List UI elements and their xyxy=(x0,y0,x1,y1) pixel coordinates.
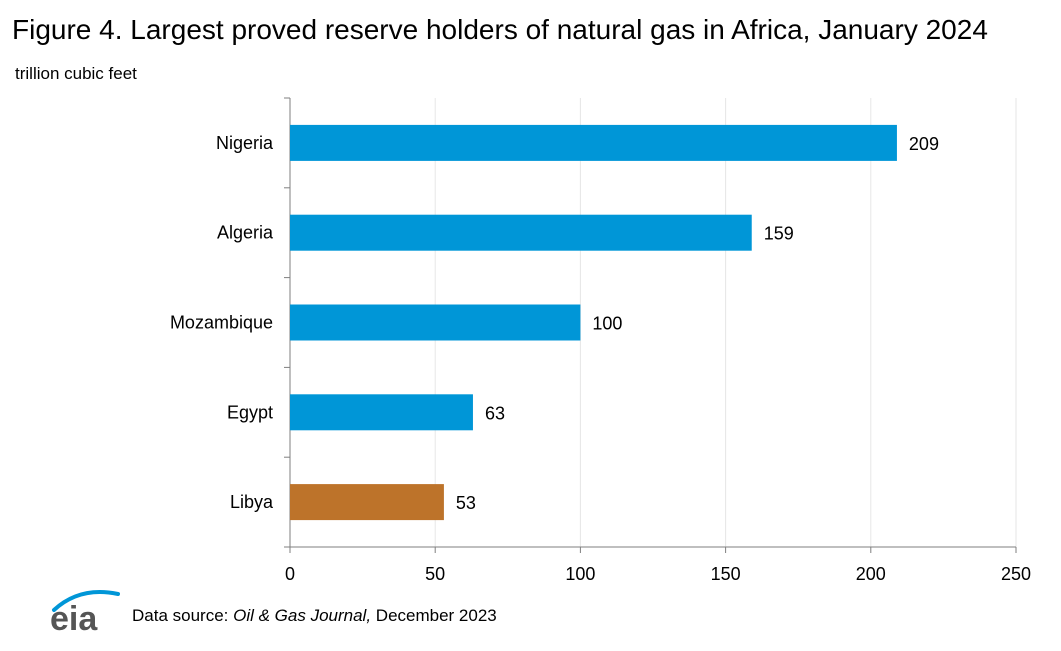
data-label: 63 xyxy=(485,403,505,423)
bar xyxy=(290,214,752,251)
logo-swoosh xyxy=(52,590,120,612)
category-label: Algeria xyxy=(217,223,274,243)
eia-logo: eia xyxy=(50,590,120,632)
data-source: Data source: Oil & Gas Journal, December… xyxy=(132,606,497,626)
units-label: trillion cubic feet xyxy=(15,64,137,83)
source-suffix: December 2023 xyxy=(371,606,497,625)
bar xyxy=(290,484,444,521)
x-tick-label: 50 xyxy=(425,564,445,584)
bar xyxy=(290,304,581,341)
x-tick-label: 200 xyxy=(856,564,886,584)
data-label: 209 xyxy=(909,134,939,154)
footer: eia Data source: Oil & Gas Journal, Dece… xyxy=(48,582,497,632)
logo-text: eia xyxy=(50,600,98,632)
data-label: 53 xyxy=(456,493,476,513)
category-label: Nigeria xyxy=(216,133,274,153)
source-publication: Oil & Gas Journal, xyxy=(233,606,372,625)
x-tick-label: 100 xyxy=(565,564,595,584)
chart-title: Figure 4. Largest proved reserve holders… xyxy=(12,14,988,45)
data-label: 159 xyxy=(764,224,794,244)
category-label: Libya xyxy=(230,492,274,512)
x-tick-label: 0 xyxy=(285,564,295,584)
bar xyxy=(290,394,473,431)
x-tick-label: 150 xyxy=(711,564,741,584)
bar xyxy=(290,124,897,161)
category-label: Egypt xyxy=(227,402,273,422)
data-label: 100 xyxy=(592,314,622,334)
category-label: Mozambique xyxy=(170,313,273,333)
x-tick-label: 250 xyxy=(1001,564,1031,584)
source-prefix: Data source: xyxy=(132,606,234,625)
